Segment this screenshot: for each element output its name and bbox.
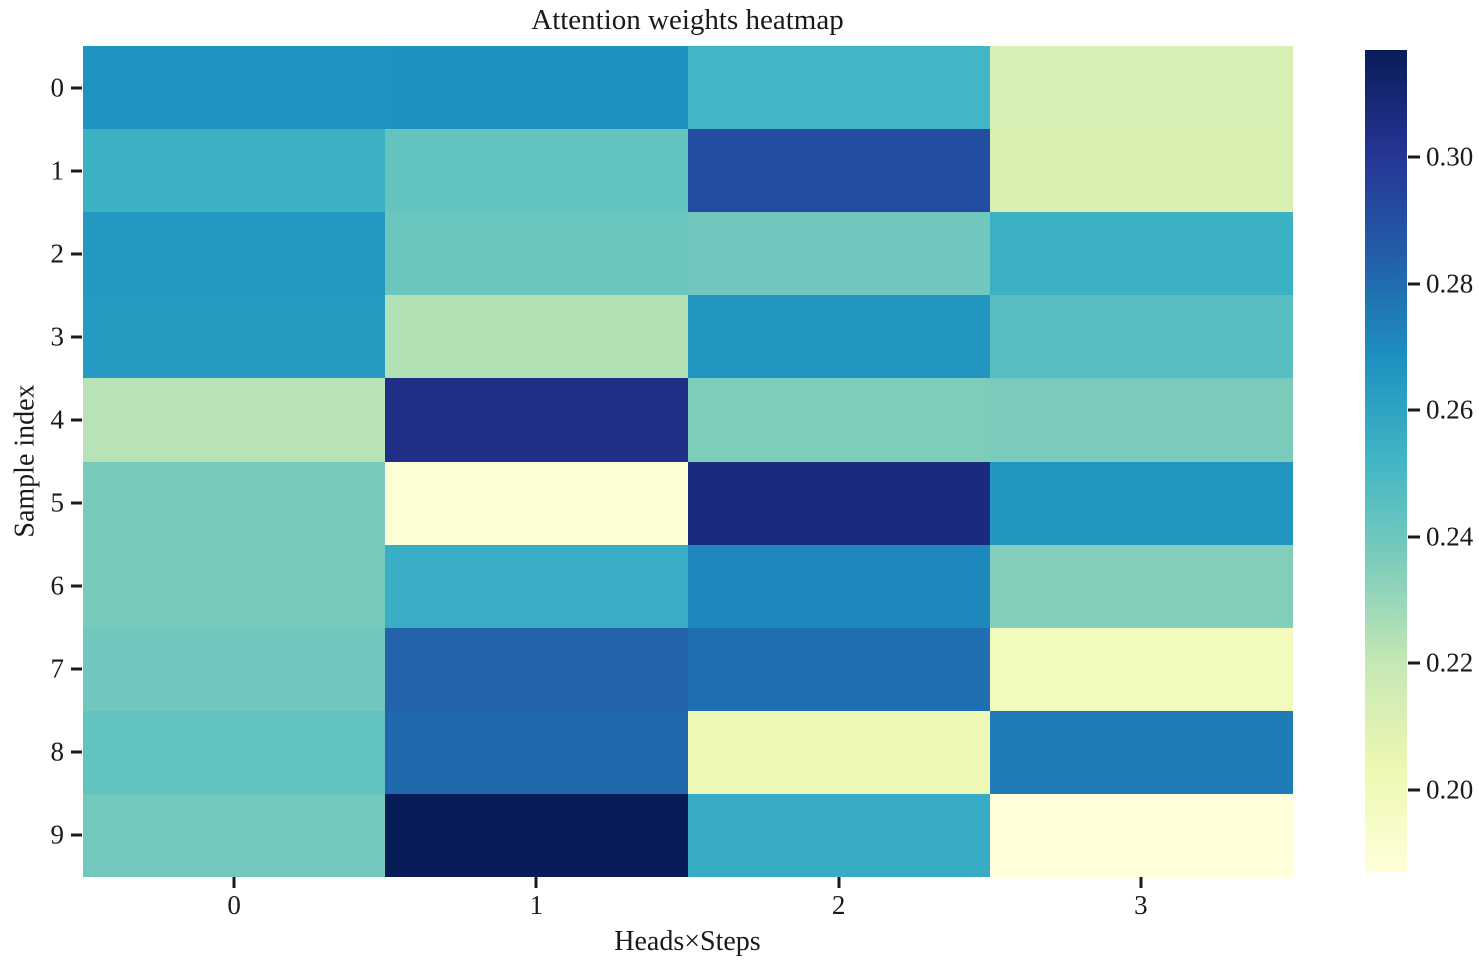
colorbar-tick-mark [1408, 535, 1420, 539]
heatmap-cell [989, 212, 1293, 296]
y-tick-mark [71, 750, 82, 754]
y-tick-label: 2 [50, 238, 65, 269]
heatmap-cell [989, 129, 1293, 213]
heatmap-cell [83, 544, 386, 629]
heatmap-cell [385, 710, 688, 795]
x-tick-label: 0 [227, 890, 241, 920]
heatmap-cell [83, 46, 386, 130]
colorbar-tick-label: 0.30 [1426, 141, 1474, 172]
colorbar-tick-mark [1408, 408, 1420, 412]
y-tick-label: 9 [50, 819, 65, 850]
heatmap-cell [83, 378, 386, 462]
x-tick-label: 2 [831, 890, 846, 920]
heatmap-cell [989, 627, 1293, 712]
colorbar-tick-label: 0.22 [1426, 647, 1474, 678]
heatmap-cell [83, 710, 386, 795]
x-tick-label: 1 [529, 890, 544, 920]
heatmap-cell [687, 710, 991, 795]
colorbar-tick-mark [1408, 788, 1420, 792]
heatmap-cell [385, 627, 688, 712]
x-tick-label: 3 [1134, 890, 1148, 920]
colorbar [1365, 50, 1407, 872]
heatmap-cell [385, 378, 688, 462]
heatmap-cell [989, 710, 1293, 795]
chart-title: Attention weights heatmap [531, 4, 844, 36]
heatmap-grid [83, 46, 1293, 878]
heatmap-cell [687, 46, 991, 130]
heatmap-cell [687, 544, 991, 629]
heatmap-cell [687, 793, 991, 878]
colorbar-tick-label: 0.24 [1426, 521, 1474, 552]
heatmap-cell [83, 129, 386, 213]
colorbar-tick-mark [1408, 282, 1420, 286]
heatmap-cell [989, 793, 1293, 878]
y-tick-mark [71, 169, 82, 173]
heatmap-cell [687, 461, 991, 546]
heatmap-cell [989, 295, 1293, 379]
y-tick-label: 8 [50, 736, 65, 767]
y-tick-mark [71, 86, 82, 90]
x-tick-mark [837, 877, 841, 888]
heatmap-cell [385, 544, 688, 629]
heatmap-cell [83, 793, 386, 878]
heatmap-cell [687, 378, 991, 462]
y-tick-label: 1 [50, 155, 65, 186]
heatmap-cell [385, 295, 688, 379]
colorbar-tick-mark [1408, 661, 1420, 665]
y-tick-label: 7 [50, 653, 65, 684]
heatmap-cell [989, 544, 1293, 629]
heatmap-cell [687, 129, 991, 213]
heatmap-cell [687, 212, 991, 296]
y-tick-label: 3 [50, 321, 65, 352]
heatmap-cell [385, 212, 688, 296]
y-tick-mark [71, 418, 82, 422]
heatmap-cell [385, 129, 688, 213]
y-tick-mark [71, 584, 82, 588]
y-tick-mark [71, 501, 82, 505]
y-tick-label: 5 [50, 487, 65, 518]
y-tick-mark [71, 252, 82, 256]
heatmap-cell [83, 212, 386, 296]
y-tick-mark [71, 667, 82, 671]
colorbar-tick-label: 0.28 [1426, 268, 1474, 299]
heatmap-cell [687, 627, 991, 712]
heatmap-cell [83, 627, 386, 712]
heatmap-cell [385, 46, 688, 130]
x-tick-mark [534, 877, 538, 888]
y-tick-label: 4 [50, 404, 65, 435]
heatmap-cell [385, 793, 688, 878]
heatmap-cell [687, 295, 991, 379]
y-tick-label: 6 [50, 570, 65, 601]
colorbar-tick-label: 0.20 [1426, 774, 1474, 805]
y-tick-mark [71, 335, 82, 339]
heatmap-cell [989, 461, 1293, 546]
heatmap-cell [83, 461, 386, 546]
x-axis-label: Heads×Steps [614, 926, 761, 957]
heatmap-cell [83, 295, 386, 379]
y-tick-label: 0 [50, 72, 65, 103]
x-tick-mark [232, 877, 236, 888]
heatmap-cell [989, 46, 1293, 130]
colorbar-tick-label: 0.26 [1426, 394, 1474, 425]
heatmap-cell [385, 461, 688, 546]
heatmap-cell [989, 378, 1293, 462]
y-tick-mark [71, 833, 82, 837]
colorbar-tick-mark [1408, 155, 1420, 159]
x-tick-mark [1139, 877, 1143, 888]
